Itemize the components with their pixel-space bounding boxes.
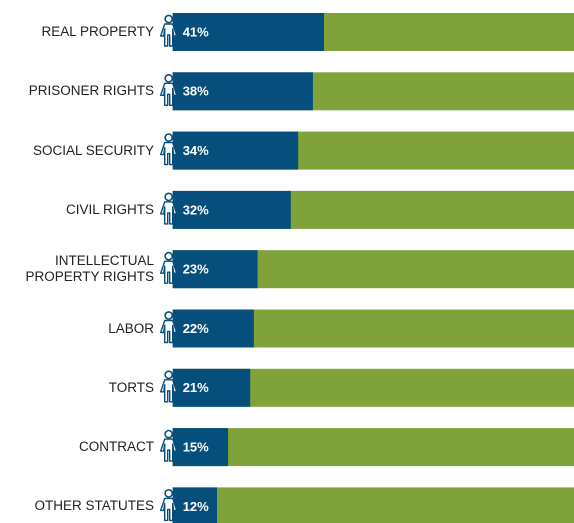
- category-label: INTELLECTUAL PROPERTY RIGHTS: [25, 253, 154, 285]
- icon-head: [164, 488, 174, 498]
- value-label: 23%: [183, 262, 209, 277]
- category-label: CIVIL RIGHTS: [65, 201, 154, 217]
- bar: [172, 309, 254, 348]
- icon-head: [164, 370, 174, 380]
- bar: [172, 428, 229, 467]
- bar: [172, 190, 291, 229]
- bar: [172, 131, 299, 170]
- value-label: 21%: [183, 380, 209, 395]
- bar: [172, 13, 324, 51]
- person-icon: [159, 14, 178, 47]
- category-label: SOCIAL SECURITY: [32, 142, 154, 158]
- value-label: 32%: [183, 202, 209, 217]
- value-label: 15%: [183, 440, 209, 455]
- person-icon: [159, 73, 178, 107]
- person-icon: [159, 251, 178, 284]
- icon-body: [159, 319, 178, 344]
- person-icon: [159, 488, 178, 522]
- person-icon: [159, 370, 178, 403]
- bar: [172, 368, 251, 407]
- icon-head: [164, 14, 174, 24]
- category-label: CONTRACT: [79, 439, 154, 455]
- value-label: 12%: [183, 499, 209, 514]
- icon-body: [159, 23, 178, 47]
- icon-body: [159, 141, 178, 166]
- category-label: PRISONER RIGHTS: [28, 83, 154, 99]
- person-icon: [159, 429, 178, 462]
- icon-body: [159, 438, 178, 462]
- icon-body: [159, 201, 178, 225]
- value-label: 41%: [183, 24, 209, 39]
- icon-head: [164, 251, 174, 261]
- category-label: TORTS: [108, 379, 154, 395]
- icon-body: [159, 497, 178, 522]
- icon-head: [164, 429, 174, 439]
- bar: [172, 487, 217, 523]
- icon-body: [159, 379, 178, 403]
- icon-head: [164, 192, 174, 202]
- bar: [172, 250, 258, 289]
- category-label: LABOR: [108, 320, 154, 336]
- bar-track: [172, 487, 574, 523]
- icon-head: [164, 311, 174, 320]
- value-label: 38%: [183, 84, 209, 99]
- person-icon: [159, 311, 178, 344]
- person-icon: [159, 133, 178, 166]
- category-label: OTHER STATUTES: [34, 498, 154, 514]
- icon-body: [159, 82, 178, 107]
- value-label: 22%: [183, 321, 209, 336]
- person-icon: [159, 192, 178, 225]
- icon-head: [164, 133, 174, 143]
- category-label: REAL PROPERTY: [41, 24, 154, 39]
- bar-track: [172, 428, 574, 467]
- value-label: 34%: [183, 143, 209, 158]
- bar: [172, 72, 313, 111]
- icon-body: [159, 260, 178, 284]
- icon-head: [164, 73, 174, 83]
